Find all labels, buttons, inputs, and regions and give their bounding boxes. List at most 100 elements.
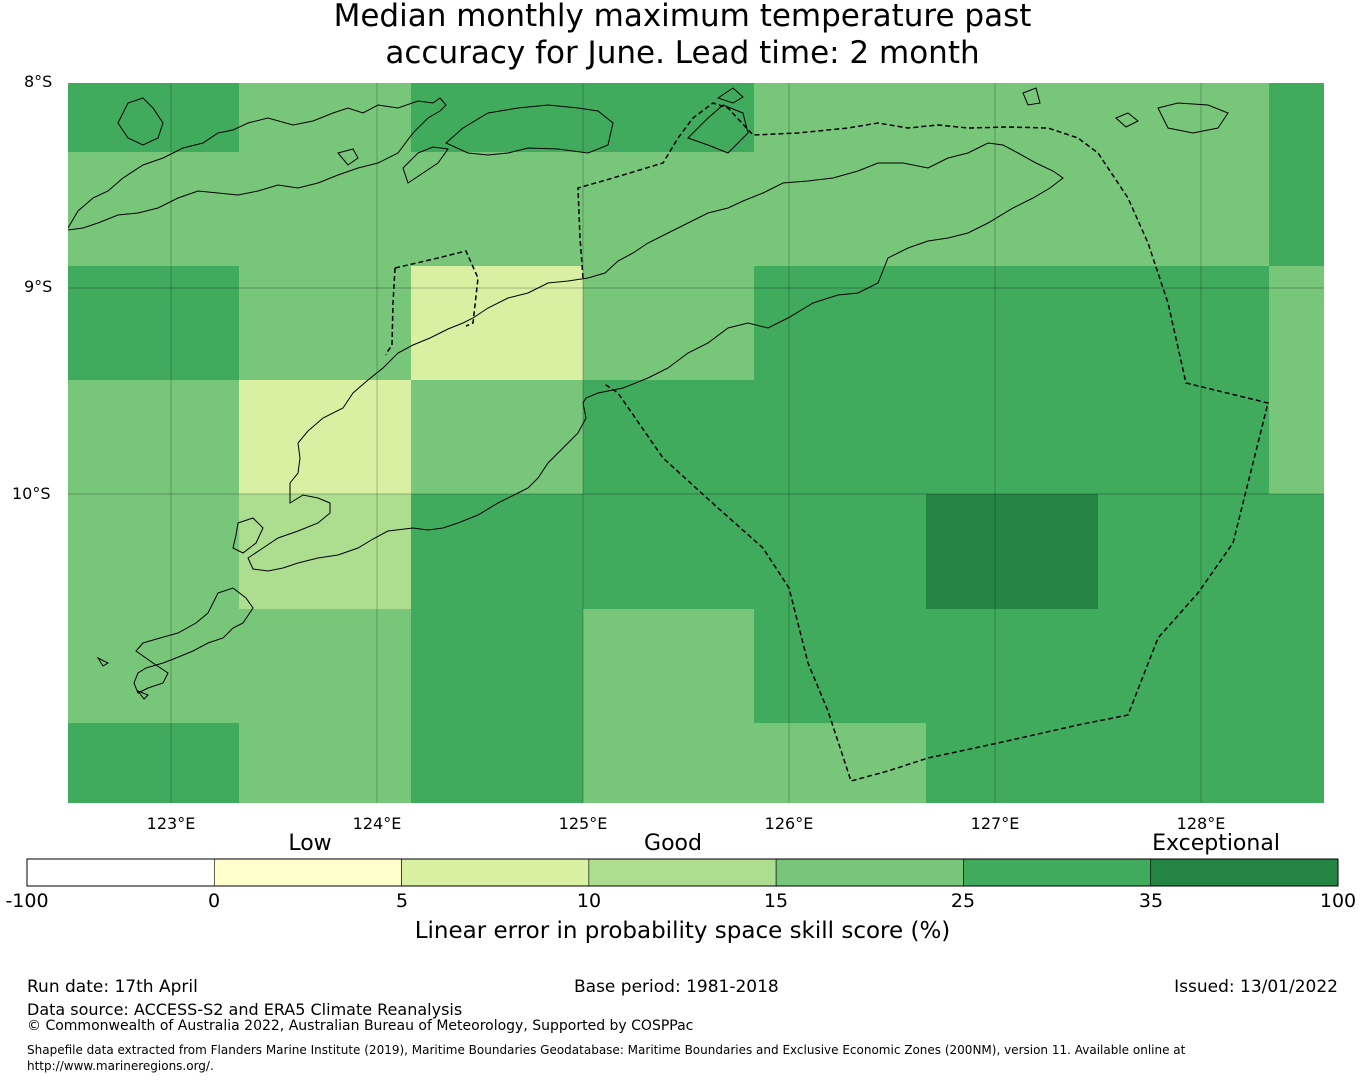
skill-cell [1098,494,1270,610]
lon-label-125e: 125°E [558,814,608,833]
maritime-boundaries [385,102,1269,782]
skill-cell [754,266,927,381]
map-gridlines [68,83,1324,803]
moa-coast [1157,102,1229,134]
skill-cell [583,266,755,381]
eez-boundary-main [577,102,1269,782]
tick-100: 100 [1319,890,1357,912]
colorbar-swatch [1150,858,1339,887]
skill-cell [239,152,412,267]
skill-cell [411,494,584,610]
colorbar-swatch [401,858,590,887]
skill-cell [411,152,584,267]
colorbar-swatch [588,858,777,887]
flores-coast [68,97,447,231]
colorbar [26,858,1339,887]
skill-cell [1098,266,1270,381]
skill-cell [411,380,584,495]
skill-cell [239,380,412,495]
skill-cell [239,494,412,610]
coastlines [68,87,1229,700]
skill-cell [1269,380,1324,495]
lat-label-10s: 10°S [12,484,51,503]
skill-cell [1269,152,1324,267]
kisar-coast [1022,87,1041,106]
title-line-1: Median monthly maximum temperature past [333,0,1032,34]
shapefile-credit-line-2: http://www.marineregions.org/. [27,1059,214,1073]
lat-label-8s: 8°S [24,72,53,91]
skill-cell [926,266,1099,381]
issued-date: Issued: 13/01/2022 [1174,977,1338,997]
skill-cell [926,723,1099,803]
skill-cell [583,152,755,267]
skill-cell [1098,152,1270,267]
skill-cell [754,152,927,267]
wetar-north [716,87,744,104]
skill-cell [239,609,412,724]
skill-cell [754,83,927,153]
skill-cell [1269,83,1324,153]
skill-cell [926,152,1099,267]
run-date: Run date: 17th April [27,977,198,997]
skill-cell [411,266,584,381]
wetar-coast [687,104,749,154]
skill-cell [583,494,755,610]
tick-10: 10 [576,890,602,912]
skill-cell [754,494,927,610]
skill-map [68,83,1324,803]
skill-cell [754,609,927,724]
skill-cell [411,83,584,153]
leti-coast [1115,112,1139,128]
alor-small-2 [337,148,359,166]
skill-cell [239,723,412,803]
skill-cell [1269,494,1324,610]
tick-35: 35 [1138,890,1164,912]
lat-label-9s: 9°S [24,277,53,296]
category-good: Good [644,831,702,856]
skill-cell [68,380,240,495]
skill-cell [754,723,927,803]
eez-boundary-oecusse [394,250,479,327]
small-island-2 [136,689,149,700]
skill-cell [68,723,240,803]
sawu-coast [133,587,254,694]
skill-cell [239,266,412,381]
skill-cell [411,723,584,803]
data-source: Data source: ACCESS-S2 and ERA5 Climate … [27,1000,463,1019]
shapefile-credit-line-1: Shapefile data extracted from Flanders M… [27,1043,1186,1057]
skill-cell [1098,723,1270,803]
alor-coast [445,104,614,156]
timor-coast [247,142,1064,572]
tick-25: 25 [950,890,976,912]
lon-label-127e: 127°E [970,814,1020,833]
skill-cell [583,380,755,495]
skill-cell [68,609,240,724]
category-low: Low [288,831,332,856]
skill-cell [68,266,240,381]
colorbar-label: Linear error in probability space skill … [414,918,951,944]
flores-north [117,97,164,146]
roti-coast [232,517,264,554]
skill-cell [926,494,1099,610]
skill-cell [411,609,584,724]
skill-cell [754,380,927,495]
skill-cell [68,83,240,153]
skill-cell [1269,609,1324,724]
colorbar-swatch [213,858,402,887]
skill-cell [926,83,1099,153]
title-line-2: accuracy for June. Lead time: 2 month [385,35,980,71]
skill-cell [926,380,1099,495]
category-exceptional: Exceptional [1152,831,1280,856]
lon-label-123e: 123°E [146,814,196,833]
skill-cell [1269,723,1324,803]
small-island-1 [96,656,110,667]
tick-minus-100: -100 [5,890,49,912]
skill-cell [583,609,755,724]
skill-cell [239,83,412,153]
skill-cell [1098,609,1270,724]
alor-small-1 [402,146,449,184]
lon-label-128e: 128°E [1176,814,1226,833]
skill-cell [68,494,240,610]
tick-5: 5 [395,890,409,912]
colorbar-swatch [775,858,964,887]
